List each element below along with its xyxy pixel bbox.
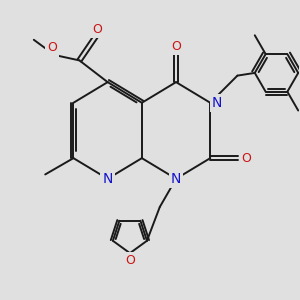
Text: N: N (212, 96, 222, 110)
Text: O: O (92, 23, 102, 36)
Text: N: N (171, 172, 181, 186)
Text: N: N (103, 172, 113, 186)
Text: O: O (241, 152, 251, 165)
Text: O: O (47, 41, 57, 54)
Text: O: O (125, 254, 135, 267)
Text: O: O (171, 40, 181, 53)
